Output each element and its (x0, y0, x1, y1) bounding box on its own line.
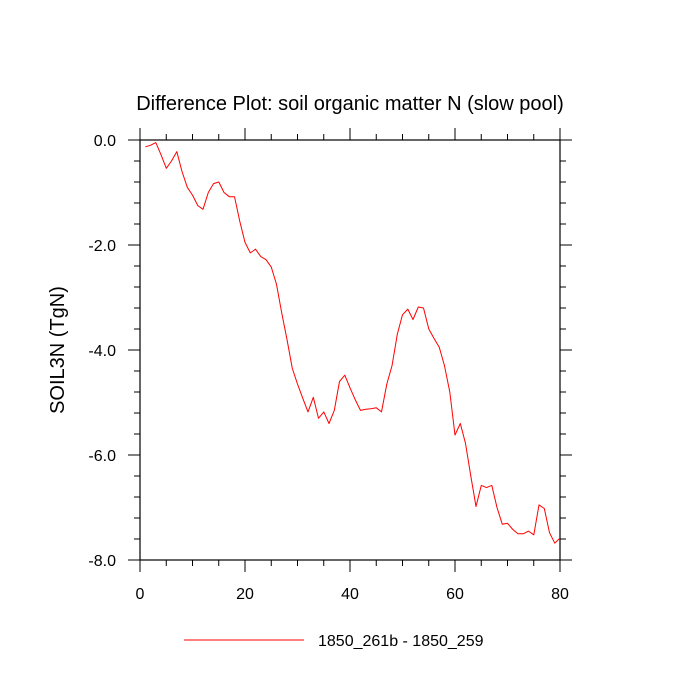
y-tick-label: -8.0 (88, 553, 116, 570)
legend: 1850_261b - 1850_259 (184, 633, 484, 650)
x-tick-label: 20 (236, 586, 254, 603)
y-tick-label: -4.0 (88, 343, 116, 360)
y-axis-label: SOIL3N (TgN) (47, 286, 69, 414)
y-tick-label: -6.0 (88, 448, 116, 465)
axis-tick-labels: 0 20 40 60 80 0.0 -2.0 -4.0 -6.0 -8.0 (88, 133, 569, 603)
x-tick-label: 60 (446, 586, 464, 603)
plot-frame (139, 139, 561, 561)
chart-title: Difference Plot: soil organic matter N (… (136, 93, 564, 115)
y-tick-label: 0.0 (94, 133, 116, 150)
axis-ticks (128, 128, 572, 572)
series-line-0 (145, 142, 561, 544)
x-tick-label: 0 (136, 586, 145, 603)
legend-label-0: 1850_261b - 1850_259 (318, 633, 484, 650)
y-tick-label: -2.0 (88, 238, 116, 255)
series-layer (145, 142, 561, 544)
x-tick-label: 80 (551, 586, 569, 603)
x-tick-label: 40 (341, 586, 359, 603)
